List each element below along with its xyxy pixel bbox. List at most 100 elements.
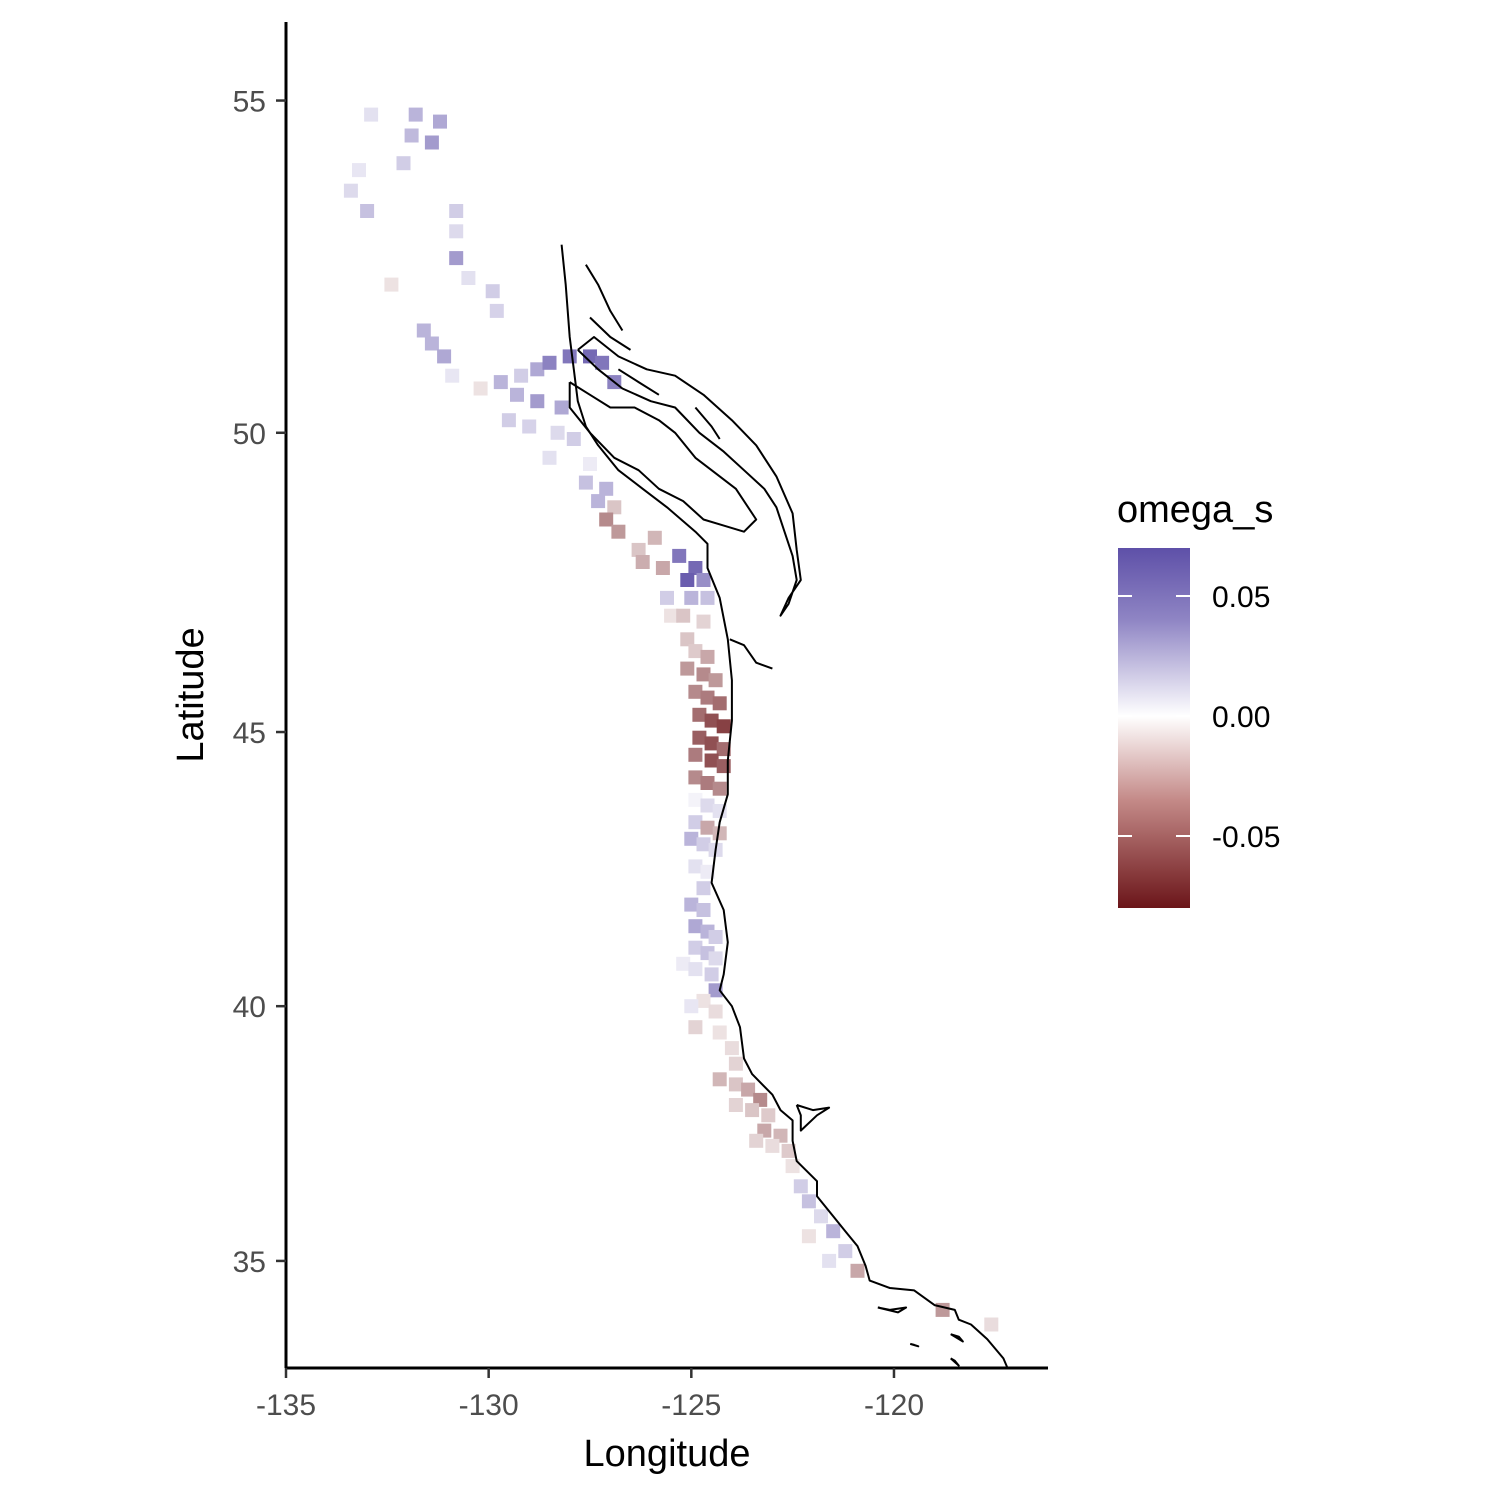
grid-cell [696, 614, 711, 629]
grid-cell [542, 450, 557, 465]
grid-cell [408, 107, 423, 122]
coastline-segment [577, 336, 802, 617]
grid-cell [688, 684, 703, 699]
legend-break-label: 0.00 [1212, 701, 1270, 734]
grid-cell [838, 1244, 853, 1259]
grid-cell [712, 826, 727, 841]
y-tick-label: 35 [233, 1246, 266, 1279]
grid-cell [704, 967, 719, 982]
grid-cell [607, 500, 622, 515]
grid-cell [364, 107, 379, 122]
legend-break-label: 0.05 [1212, 581, 1270, 614]
grid-cell [712, 781, 727, 796]
coastline-segment [694, 406, 721, 440]
grid-cell [700, 649, 715, 664]
grid-cell [700, 820, 715, 835]
coastline-segment [589, 316, 632, 351]
grid-cell [704, 753, 719, 768]
grid-cell [700, 798, 715, 813]
grid-cell [461, 271, 476, 285]
grid-cell [708, 951, 723, 966]
grid-cell [696, 573, 711, 587]
grid-cell [716, 719, 731, 734]
grid-cell [688, 561, 703, 575]
grid-cell [599, 481, 614, 496]
grid-cell [578, 475, 593, 490]
grid-cell [692, 730, 707, 745]
grid-cell [660, 590, 674, 605]
grid-cell [449, 251, 464, 266]
grid-cell [449, 204, 464, 218]
grid-cell [530, 394, 545, 409]
grid-cell [793, 1179, 808, 1194]
grid-cell [631, 542, 646, 557]
grid-cell [696, 837, 711, 852]
grid-cell [510, 387, 524, 402]
grid-cell [489, 303, 504, 318]
grid-cell [485, 284, 500, 299]
grid-cell [826, 1224, 841, 1239]
grid-cell [445, 368, 460, 383]
grid-cell [680, 661, 695, 676]
grid-cell [404, 128, 419, 143]
x-tick-label: -130 [459, 1389, 519, 1422]
grid-cell [360, 204, 375, 218]
grid-cell [635, 555, 650, 569]
grid-cell [696, 667, 711, 682]
y-tick-label: 45 [233, 717, 266, 750]
legend: omega_s 0.05 0.00 -0.05 [1117, 489, 1280, 908]
grid-cell [761, 1108, 776, 1123]
grid-cell [688, 859, 703, 874]
grid-cell [688, 1020, 703, 1035]
grid-cell [384, 277, 399, 292]
grid-cell [562, 349, 577, 364]
legend-colorbar [1118, 548, 1190, 908]
grid-cell [684, 831, 699, 846]
y-ticks: 35 40 45 50 55 [233, 86, 286, 1279]
grid-cell [611, 524, 626, 539]
grid-cell [664, 608, 679, 623]
coastline-segment [950, 1357, 960, 1367]
coastline-segment [877, 1306, 908, 1314]
grid-cell [745, 1103, 760, 1118]
grid-cell [542, 355, 557, 370]
grid-cell [501, 413, 516, 428]
grid-cell [493, 375, 508, 390]
grid-cell [437, 349, 452, 364]
grid-cell [712, 1025, 727, 1040]
grid-cell [749, 1133, 764, 1148]
grid-cell [688, 962, 703, 977]
coastline-segment [560, 244, 1009, 1369]
grid-cell [352, 163, 366, 178]
grid-cell [599, 512, 614, 527]
grid-cell [680, 573, 695, 587]
grid-cell [688, 644, 703, 659]
x-ticks: -135 -130 -125 -120 [256, 1368, 924, 1422]
coastline-segment [729, 638, 773, 670]
y-axis: 35 40 45 50 55 Latitude [170, 22, 288, 1368]
grid-cell [984, 1317, 999, 1332]
y-axis-title: Latitude [170, 627, 212, 762]
grid-cell [688, 770, 703, 785]
grid-cell [583, 349, 597, 364]
y-tick-label: 55 [233, 86, 266, 119]
grid-cell [583, 457, 597, 471]
grid-cell [708, 983, 723, 998]
coastline [560, 244, 1009, 1369]
y-tick-label: 40 [233, 991, 266, 1024]
grid-cell [712, 696, 727, 711]
grid-cell [655, 561, 670, 575]
legend-title: omega_s [1117, 489, 1273, 531]
coastline-segment [585, 264, 624, 332]
grid-cell [814, 1209, 828, 1224]
grid-cell [680, 632, 695, 647]
grid-cell [684, 897, 699, 912]
grid-cell [696, 903, 711, 917]
raster-cells [343, 107, 999, 1332]
grid-cell [530, 362, 545, 377]
coastline-segment [909, 1342, 920, 1348]
grid-cell [728, 1098, 743, 1112]
grid-cell [708, 930, 723, 944]
grid-cell [424, 336, 439, 351]
grid-cell [688, 940, 703, 955]
